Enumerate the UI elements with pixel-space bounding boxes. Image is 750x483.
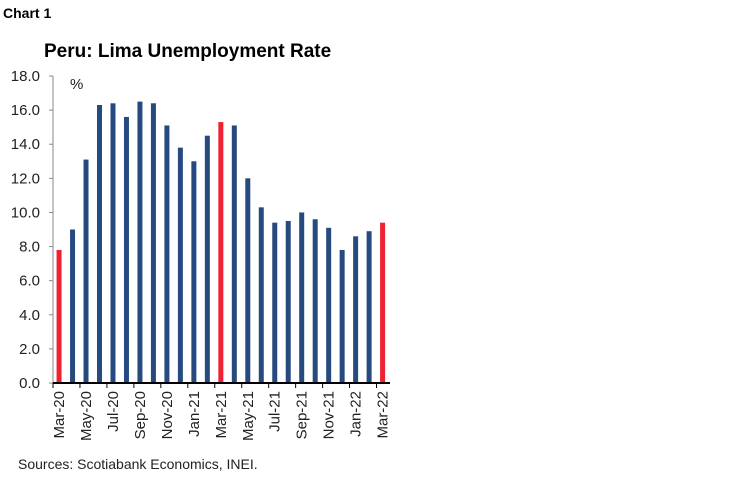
bar-mar-22	[380, 222, 386, 383]
bar-apr-21	[231, 125, 237, 383]
bar-dec-20	[177, 147, 183, 383]
bar-mar-20	[56, 249, 62, 383]
bar-mar-21	[218, 122, 224, 384]
x-tick-label: May-20	[78, 391, 95, 441]
x-tick-label: Jan-21	[186, 391, 203, 437]
bar-jun-21	[258, 207, 264, 383]
y-tick-label: 4.0	[19, 307, 40, 324]
bar-feb-22	[366, 231, 372, 383]
x-tick-label: Mar-20	[51, 391, 68, 439]
bar-jun-20	[97, 104, 103, 383]
x-tick-label: Mar-22	[375, 391, 392, 439]
bar-aug-21	[285, 220, 291, 383]
bar-nov-21	[326, 227, 332, 383]
bar-jul-21	[272, 222, 278, 383]
bar-may-20	[83, 159, 89, 383]
y-tick-label: 2.0	[19, 341, 40, 358]
bar-aug-20	[123, 116, 129, 383]
x-tick-label: Jul-20	[105, 391, 122, 432]
bar-oct-21	[312, 219, 318, 383]
x-tick-label: May-21	[240, 391, 257, 441]
x-tick-label: Jan-22	[348, 391, 365, 437]
bar-sep-20	[137, 101, 143, 383]
y-tick-label: 16.0	[11, 102, 40, 119]
bar-nov-20	[164, 125, 170, 383]
x-tick-label: Mar-21	[213, 391, 230, 439]
x-tick-label: Sep-20	[132, 391, 149, 439]
y-tick-label: 14.0	[11, 136, 40, 153]
y-axis-unit-label: %	[70, 76, 83, 93]
y-tick-label: 0.0	[19, 375, 40, 392]
chart-title: Peru: Lima Unemployment Rate	[44, 41, 332, 62]
y-tick-label: 8.0	[19, 239, 40, 256]
bar-may-21	[245, 178, 251, 383]
x-tick-label: Nov-21	[321, 391, 338, 439]
bar-jul-20	[110, 103, 116, 384]
y-tick-label: 18.0	[11, 68, 40, 85]
source-note: Sources: Scotiabank Economics, INEI.	[18, 456, 258, 472]
x-tick-label: Jul-21	[267, 391, 284, 432]
y-tick-label: 10.0	[11, 204, 40, 221]
bar-jan-22	[353, 236, 359, 383]
y-tick-label: 6.0	[19, 273, 40, 290]
x-tick-label: Nov-20	[159, 391, 176, 439]
bar-apr-20	[70, 229, 76, 383]
x-tick-label: Sep-21	[294, 391, 311, 439]
bar-dec-21	[339, 249, 345, 383]
bar-feb-21	[204, 135, 210, 383]
bar-oct-20	[150, 103, 156, 384]
y-tick-label: 12.0	[11, 170, 40, 187]
chart-number-label: Chart 1	[3, 5, 52, 21]
bar-jan-21	[191, 161, 197, 383]
bar-sep-21	[299, 212, 305, 383]
